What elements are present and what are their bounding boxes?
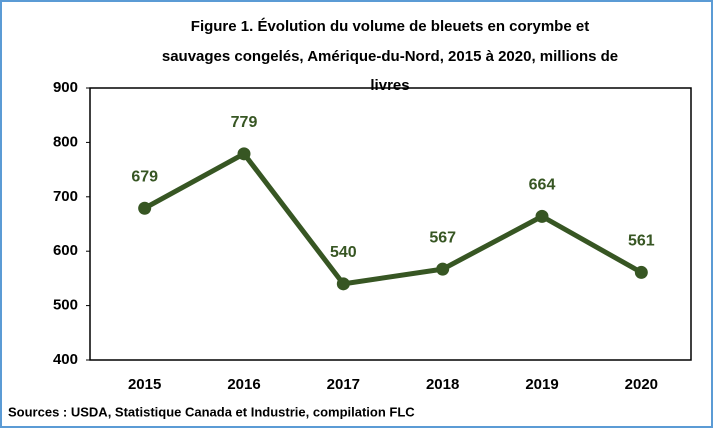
source-note: Sources : USDA, Statistique Canada et In… — [8, 404, 415, 419]
data-point — [237, 147, 251, 161]
data-label: 679 — [131, 168, 158, 185]
chart-title: livres — [370, 77, 409, 94]
chart-title: sauvages congelés, Amérique-du-Nord, 201… — [162, 48, 618, 65]
x-tick-label: 2019 — [525, 376, 558, 393]
data-label: 567 — [429, 229, 456, 246]
data-label: 664 — [529, 177, 556, 194]
y-tick-label: 700 — [53, 188, 78, 205]
plot-frame — [89, 87, 692, 361]
y-tick-label: 400 — [53, 351, 78, 368]
y-tick-label: 900 — [53, 79, 78, 96]
x-tick-label: 2015 — [128, 376, 161, 393]
y-tick-label: 600 — [53, 242, 78, 259]
data-label: 540 — [330, 244, 357, 261]
data-point — [336, 277, 350, 291]
data-point — [436, 262, 450, 276]
data-point — [535, 209, 549, 223]
y-tick-label: 800 — [53, 133, 78, 150]
x-tick-label: 2016 — [227, 376, 260, 393]
data-label: 561 — [628, 233, 655, 250]
x-tick-label: 2018 — [426, 376, 459, 393]
x-tick-label: 2020 — [625, 376, 658, 393]
y-tick-label: 500 — [53, 297, 78, 314]
data-line — [143, 151, 643, 287]
data-point — [634, 265, 648, 279]
chart-title: Figure 1. Évolution du volume de bleuets… — [191, 18, 589, 35]
data-label: 779 — [231, 114, 258, 131]
data-point — [138, 201, 152, 215]
x-tick-label: 2017 — [327, 376, 360, 393]
